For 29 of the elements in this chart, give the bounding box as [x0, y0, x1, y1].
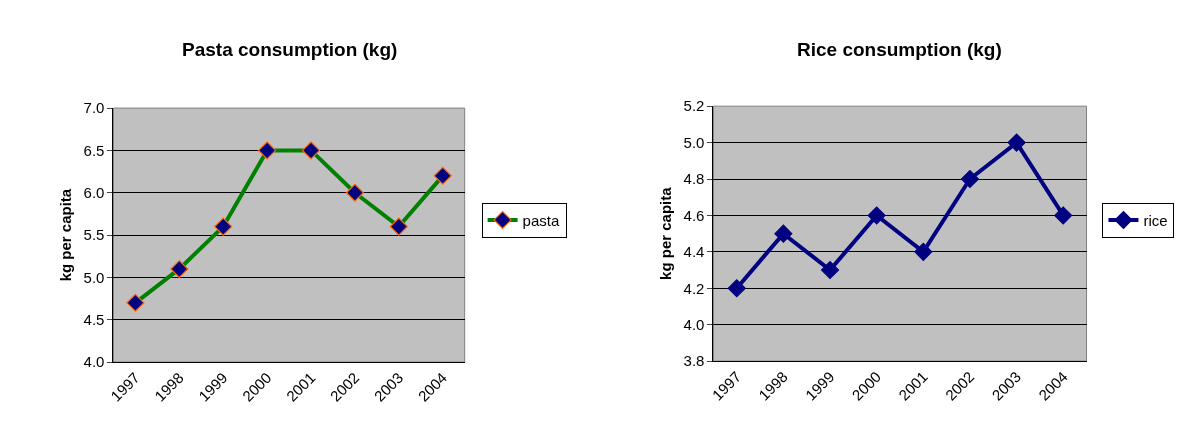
point	[1007, 133, 1026, 152]
y-tick-label: 6.5	[83, 141, 105, 159]
y-tick-label: 4.4	[683, 243, 705, 261]
y-tick-label: 5.2	[683, 97, 705, 115]
point	[960, 169, 979, 189]
point	[1054, 206, 1073, 225]
chart-title: Rice consumption (kg)	[797, 39, 1002, 60]
y-tick-label: 7.0	[83, 99, 105, 117]
y-tick-label: 6.0	[83, 184, 105, 201]
y-tick-label: 4.2	[683, 279, 705, 297]
y-axis-title: kg per capita	[656, 186, 674, 280]
point	[914, 242, 933, 261]
legend-label: pasta	[522, 211, 560, 229]
y-axis-title: kg per capita	[56, 188, 74, 282]
y-tick-label: 4.0	[683, 315, 705, 333]
point	[867, 206, 886, 225]
point	[820, 261, 840, 280]
y-tick-label: 4.5	[83, 310, 105, 328]
y-tick-label: 5.5	[83, 226, 105, 244]
y-tick-label: 5.0	[83, 268, 105, 286]
y-tick-label: 4.0	[83, 353, 105, 371]
point	[774, 224, 793, 243]
point	[727, 279, 746, 298]
y-tick-label: 5.0	[683, 133, 705, 151]
y-tick-label: 3.8	[683, 352, 705, 370]
chart-title: Pasta consumption (kg)	[182, 39, 398, 60]
legend-label: rice	[1143, 211, 1168, 229]
y-tick-label: 4.6	[683, 206, 705, 224]
y-tick-label: 4.8	[683, 170, 705, 188]
